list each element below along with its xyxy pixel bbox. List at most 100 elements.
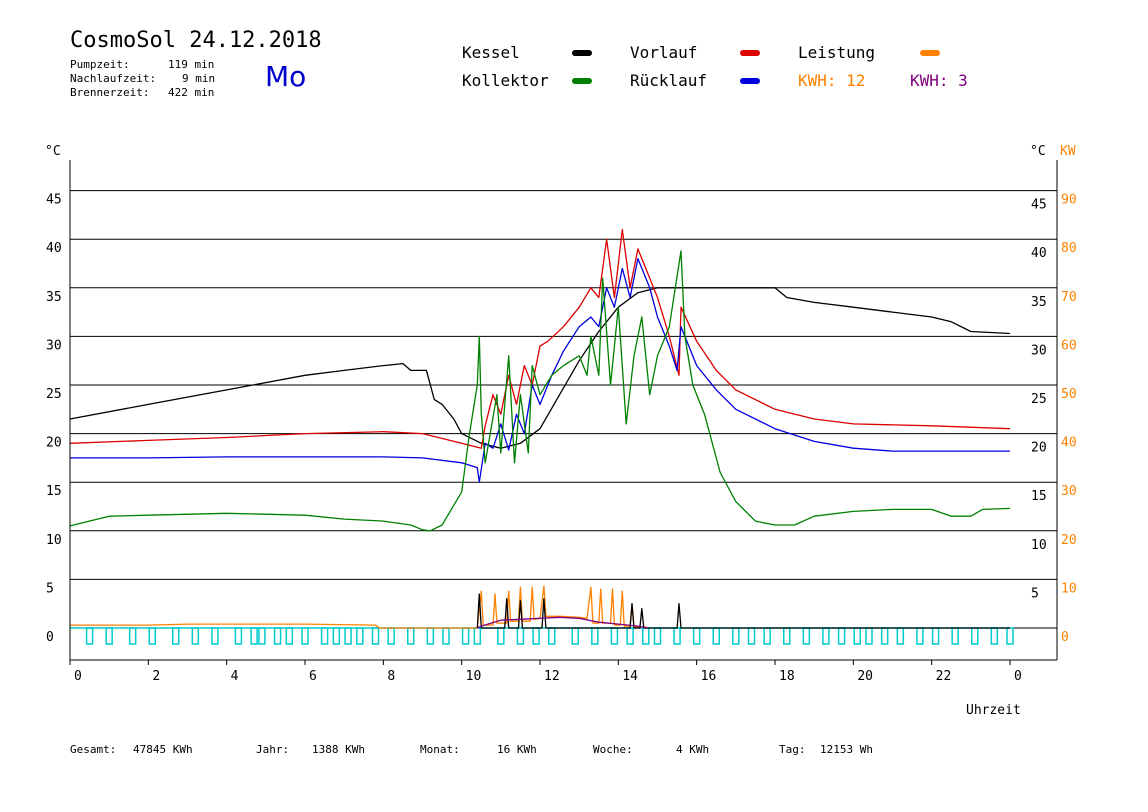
x-tick-label: 6 xyxy=(309,669,317,684)
pump-pulse xyxy=(642,627,650,645)
nachlaufzeit-value: 9 min xyxy=(182,72,216,85)
pump-pulse xyxy=(1006,627,1014,645)
y-left-tick-label: 20 xyxy=(46,436,62,451)
pump-pulse xyxy=(747,627,756,645)
pump-pulse xyxy=(673,627,681,645)
y-left-tick-label: 30 xyxy=(46,338,62,353)
x-tick-label: 0 xyxy=(1014,669,1022,684)
pump-pulse xyxy=(931,627,940,645)
legend-vorlauf-label: Vorlauf xyxy=(630,43,698,62)
y-right-tick-label: 5 xyxy=(1031,586,1039,601)
pump-pulse xyxy=(653,627,662,645)
pump-pulse xyxy=(916,627,924,645)
y-right-tick-label: 35 xyxy=(1031,295,1047,310)
woche-value: 4 KWh xyxy=(676,743,710,756)
pump-pulse xyxy=(626,627,634,645)
x-tick-label: 0 xyxy=(74,669,82,684)
series-line-vorlauf xyxy=(69,228,1011,449)
y-right-tick-label: 40 xyxy=(1031,246,1047,261)
nachlaufzeit-label: Nachlaufzeit: xyxy=(70,72,157,85)
y-left-tick-label: 25 xyxy=(46,387,62,402)
y-left-tick-label: 45 xyxy=(46,193,62,208)
pump-pulse xyxy=(332,627,341,645)
gesamt-value: 47845 KWh xyxy=(133,743,193,756)
pump-pulse xyxy=(802,627,811,645)
pump-pulse xyxy=(128,627,137,645)
y-left-tick-label: 5 xyxy=(46,581,54,596)
legend-kwh-purple: KWH: 3 xyxy=(910,71,968,90)
pump-pulse xyxy=(880,627,889,645)
series-line-kessel xyxy=(476,593,1010,629)
pump-pulse xyxy=(971,627,979,645)
y-right-kw-tick-label: 30 xyxy=(1061,484,1077,499)
y-right-unit: °C xyxy=(1030,144,1046,159)
x-tick-label: 8 xyxy=(387,669,395,684)
pump-pulse xyxy=(783,627,791,645)
tag-value: 12153 Wh xyxy=(820,743,873,756)
pump-pulse xyxy=(234,627,243,645)
pump-pulse xyxy=(442,627,450,645)
pump-pulse xyxy=(250,627,258,645)
pump-pulse xyxy=(591,627,599,645)
pump-pulse xyxy=(258,627,266,645)
x-tick-label: 4 xyxy=(231,669,239,684)
pump-pulse xyxy=(865,627,873,645)
jahr-label: Jahr: xyxy=(256,743,290,756)
pump-pulse xyxy=(301,627,309,645)
x-tick-label: 20 xyxy=(857,669,873,684)
monat-label: Monat: xyxy=(420,743,460,756)
pumpzeit-value: 119 min xyxy=(168,58,215,71)
pump-pulse xyxy=(837,627,846,645)
brennerzeit-label: Brennerzeit: xyxy=(70,86,150,99)
pumpzeit-label: Pumpzeit: xyxy=(70,58,130,71)
pump-pulse xyxy=(371,627,380,645)
y-right-tick-label: 20 xyxy=(1031,441,1047,456)
y-right-tick-label: 10 xyxy=(1031,538,1047,553)
pump-pulse xyxy=(532,627,540,645)
pump-pulse xyxy=(712,627,720,645)
series-line-kessel xyxy=(69,287,1011,449)
pump-pulse xyxy=(285,627,294,645)
pump-pulse xyxy=(896,627,905,645)
legend-kessel-label: Kessel xyxy=(462,43,520,62)
y-right-unit-kw: KW xyxy=(1060,144,1076,159)
pump-pulse xyxy=(426,627,435,645)
y-right-tick-label: 30 xyxy=(1031,343,1047,358)
pump-pulse xyxy=(732,627,740,645)
tag-label: Tag: xyxy=(779,743,806,756)
pump-pulse xyxy=(473,627,482,645)
legend-kwh-leistung: KWH: 12 xyxy=(798,71,866,90)
pump-pulse xyxy=(990,627,999,645)
y-right-kw-tick-label: 0 xyxy=(1061,630,1069,645)
y-left-tick-label: 0 xyxy=(46,630,54,645)
y-right-tick-label: 45 xyxy=(1031,198,1047,213)
gesamt-label: Gesamt: xyxy=(70,743,117,756)
chart-title: CosmoSol 24.12.2018 xyxy=(70,28,322,53)
pump-pulse xyxy=(407,627,415,645)
pump-pulse xyxy=(692,627,701,645)
monat-value: 16 KWh xyxy=(497,743,537,756)
y-left-tick-label: 10 xyxy=(46,533,62,548)
pump-pulse xyxy=(497,627,505,645)
y-right-kw-tick-label: 40 xyxy=(1061,436,1077,451)
woche-label: Woche: xyxy=(593,743,633,756)
pump-pulse xyxy=(273,627,282,645)
x-tick-label: 18 xyxy=(779,669,795,684)
x-tick-label: 22 xyxy=(936,669,952,684)
x-tick-label: 10 xyxy=(466,669,482,684)
series-line-ruecklauf xyxy=(70,257,1010,483)
y-right-kw-tick-label: 60 xyxy=(1061,338,1077,353)
series-line-kollektor xyxy=(69,250,1011,532)
x-axis-title: Uhrzeit xyxy=(966,703,1021,718)
pump-pulse xyxy=(763,627,771,645)
pump-pulse xyxy=(516,627,525,645)
pump-pulse xyxy=(461,627,470,645)
y-left-tick-label: 35 xyxy=(46,290,62,305)
y-right-kw-tick-label: 20 xyxy=(1061,533,1077,548)
pump-pulse xyxy=(356,627,364,645)
x-tick-label: 2 xyxy=(152,669,160,684)
pump-pulse xyxy=(822,627,830,645)
pump-pulse xyxy=(344,627,352,645)
weekday-label: Mo xyxy=(265,60,307,93)
